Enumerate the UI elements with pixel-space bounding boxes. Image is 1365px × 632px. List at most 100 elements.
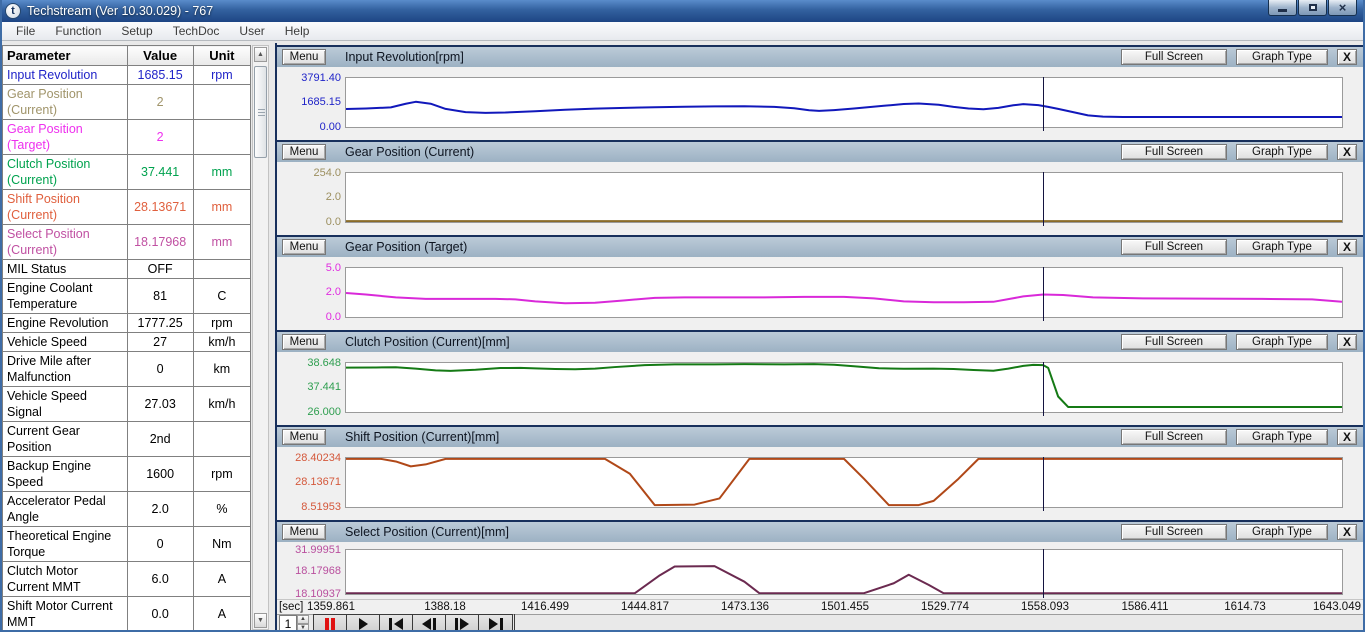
unit-cell: % [192, 491, 252, 527]
menu-item-function[interactable]: Function [55, 24, 102, 38]
graph-menu-button[interactable]: Menu [282, 49, 326, 65]
graph-type-button[interactable]: Graph Type [1236, 239, 1328, 255]
plot-area[interactable]: 38.648 37.441 26.000 [307, 357, 1343, 418]
graph-menu-button[interactable]: Menu [282, 239, 326, 255]
graph-menu-button[interactable]: Menu [282, 429, 326, 445]
time-cursor[interactable] [1043, 172, 1045, 226]
time-cursor[interactable] [1043, 267, 1045, 321]
graph-line-plot [346, 268, 1342, 317]
time-cursor[interactable] [1043, 77, 1045, 131]
table-row[interactable]: MIL Status OFF [2, 259, 252, 279]
playback-controls: 1 ▲ ▼ [277, 614, 1363, 632]
skip-end-button[interactable] [479, 615, 512, 632]
table-row[interactable]: Engine Revolution 1777.25 rpm [2, 313, 252, 333]
table-row[interactable]: Select Position (Current) 18.17968 mm [2, 224, 252, 260]
table-row[interactable]: Theoretical Engine Torque 0 Nm [2, 526, 252, 562]
plot-region: 38.648 37.441 26.000 [277, 352, 1363, 425]
close-graph-button[interactable]: X [1337, 524, 1357, 540]
spinner-up-icon[interactable]: ▲ [297, 615, 309, 624]
param-cell: Engine Coolant Temperature [2, 278, 128, 314]
spinner-arrows[interactable]: ▲ ▼ [297, 615, 309, 632]
restore-button[interactable] [1298, 0, 1327, 16]
unit-cell: A [192, 561, 252, 597]
pause-button[interactable] [314, 615, 347, 632]
time-cursor[interactable] [1043, 362, 1045, 416]
graph-panel: Menu Select Position (Current)[mm] Full Sc… [277, 520, 1363, 600]
full-screen-button[interactable]: Full Screen [1121, 239, 1227, 255]
menu-item-techdoc[interactable]: TechDoc [172, 24, 220, 38]
table-row[interactable]: Vehicle Speed 27 km/h [2, 332, 252, 352]
menu-item-file[interactable]: File [16, 24, 36, 38]
table-scrollbar[interactable]: ▲ ▼ [252, 45, 269, 630]
graph-type-button[interactable]: Graph Type [1236, 429, 1328, 445]
y-axis-mid-label: 2.0 [325, 285, 341, 298]
plot-area[interactable]: 5.0 2.0 0.0 [326, 262, 1343, 323]
time-tick-label: 1643.049 [1313, 601, 1361, 613]
plot-area[interactable]: 31.99951 18.17968 18.10937 [295, 544, 1343, 600]
table-row[interactable]: Gear Position (Current) 2 [2, 84, 252, 120]
graph-header-buttons: Full Screen Graph Type X [1121, 524, 1357, 540]
unit-cell: rpm [192, 456, 252, 492]
close-graph-button[interactable]: X [1337, 334, 1357, 350]
full-screen-button[interactable]: Full Screen [1121, 49, 1227, 65]
plot-area[interactable]: 28.40234 28.13671 8.51953 [295, 452, 1343, 513]
table-row[interactable]: Drive Mile after Malfunction 0 km [2, 351, 252, 387]
table-row[interactable]: Current Gear Position 2nd [2, 421, 252, 457]
table-row[interactable]: Engine Coolant Temperature 81 C [2, 278, 252, 314]
graph-line-plot [346, 458, 1342, 507]
full-screen-button[interactable]: Full Screen [1121, 334, 1227, 350]
table-row[interactable]: Vehicle Speed Signal 27.03 km/h [2, 386, 252, 422]
table-row[interactable]: Backup Engine Speed 1600 rpm [2, 456, 252, 492]
value-cell: 18.17968 [126, 224, 194, 260]
plot-area[interactable]: 254.0 2.0 0.0 [313, 167, 1343, 228]
graph-menu-button[interactable]: Menu [282, 334, 326, 350]
step-back-button[interactable] [413, 615, 446, 632]
graph-menu-button[interactable]: Menu [282, 524, 326, 540]
step-forward-button[interactable] [446, 615, 479, 632]
graph-menu-button[interactable]: Menu [282, 144, 326, 160]
full-screen-button[interactable]: Full Screen [1121, 144, 1227, 160]
minimize-button[interactable] [1268, 0, 1297, 16]
graph-type-button[interactable]: Graph Type [1236, 49, 1328, 65]
page-spinner[interactable]: 1 ▲ ▼ [279, 615, 309, 632]
time-cursor[interactable] [1043, 549, 1045, 598]
full-screen-button[interactable]: Full Screen [1121, 429, 1227, 445]
menu-item-setup[interactable]: Setup [121, 24, 153, 38]
plot-area[interactable]: 3791.40 1685.15 0.00 [301, 72, 1343, 133]
close-button[interactable]: × [1328, 0, 1357, 16]
param-cell: MIL Status [2, 259, 128, 279]
graph-type-button[interactable]: Graph Type [1236, 524, 1328, 540]
axis-unit-label: [sec] [279, 601, 304, 613]
table-row[interactable]: Shift Motor Current MMT 0.0 A [2, 596, 252, 632]
table-row[interactable]: Gear Position (Target) 2 [2, 119, 252, 155]
scrollbar-thumb[interactable] [254, 66, 267, 158]
table-row[interactable]: Input Revolution 1685.15 rpm [2, 65, 252, 85]
table-row[interactable]: Clutch Position (Current) 37.441 mm [2, 154, 252, 190]
close-graph-button[interactable]: X [1337, 239, 1357, 255]
value-cell: 81 [126, 278, 194, 314]
spinner-value[interactable]: 1 [279, 615, 297, 632]
graph-type-button[interactable]: Graph Type [1236, 144, 1328, 160]
graph-type-button[interactable]: Graph Type [1236, 334, 1328, 350]
menu-item-help[interactable]: Help [284, 24, 310, 38]
close-graph-button[interactable]: X [1337, 49, 1357, 65]
menu-item-user[interactable]: User [239, 24, 265, 38]
table-row[interactable]: Accelerator Pedal Angle 2.0% [2, 491, 252, 527]
full-screen-button[interactable]: Full Screen [1121, 524, 1227, 540]
graph-title: Clutch Position (Current)[mm] [345, 335, 510, 349]
scroll-down-icon[interactable]: ▼ [254, 613, 267, 628]
close-graph-button[interactable]: X [1337, 429, 1357, 445]
graph-title: Gear Position (Target) [345, 240, 468, 254]
close-graph-button[interactable]: X [1337, 144, 1357, 160]
param-cell: Clutch Position (Current) [2, 154, 128, 190]
time-cursor[interactable] [1043, 457, 1045, 511]
play-button[interactable] [347, 615, 380, 632]
spinner-down-icon[interactable]: ▼ [297, 624, 309, 632]
unit-cell: mm [192, 154, 252, 190]
table-row[interactable]: Clutch Motor Current MMT 6.0 A [2, 561, 252, 597]
parameter-table-head: Parameter Value Unit [2, 45, 252, 66]
table-row[interactable]: Shift Position (Current) 28.13671 mm [2, 189, 252, 225]
scroll-up-icon[interactable]: ▲ [254, 47, 267, 62]
skip-start-button[interactable] [380, 615, 413, 632]
value-cell: 6.0 [126, 561, 194, 597]
